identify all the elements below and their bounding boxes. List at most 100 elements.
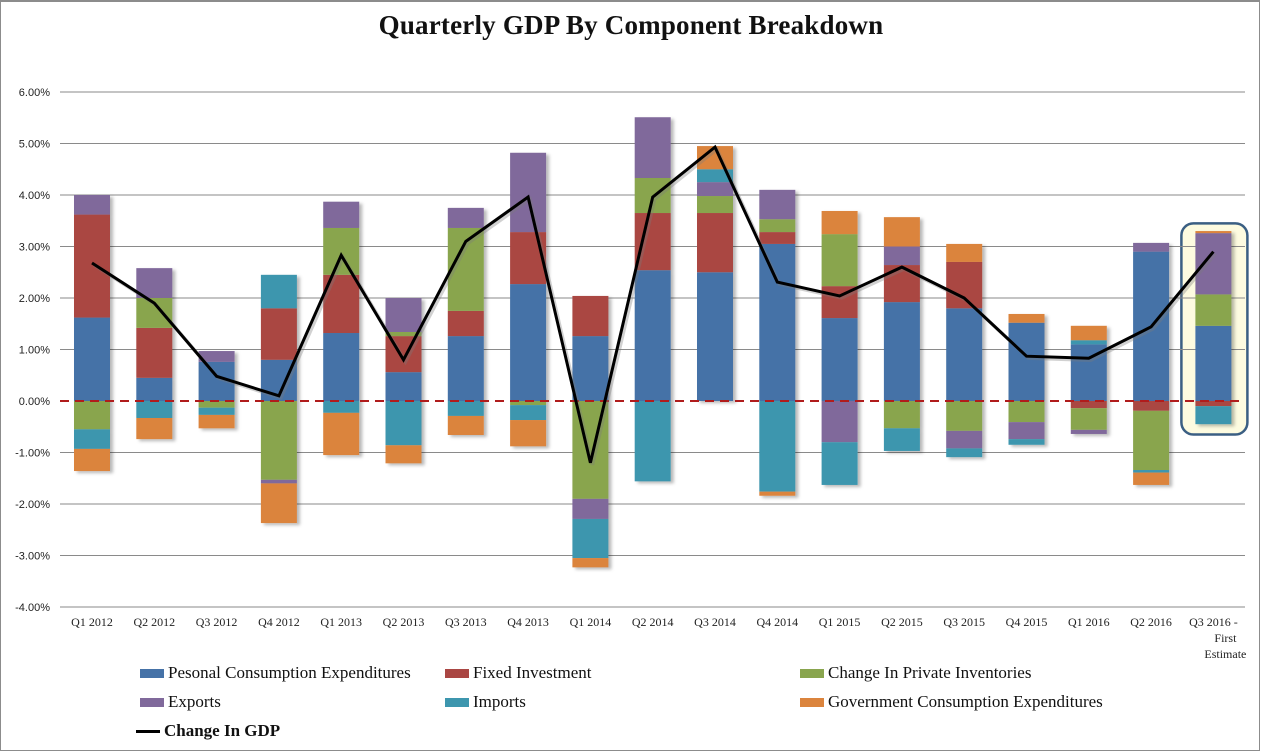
x-tick-label: Q2 2015 [881,615,923,629]
bar-segment-imports [74,429,110,449]
chart-title: Quarterly GDP By Component Breakdown [378,10,884,40]
bar-segment-fixed [759,232,796,244]
bar-segment-imports [697,169,733,183]
x-tick-label: Q1 2014 [570,615,612,629]
x-tick-label: Q2 2014 [632,615,674,629]
legend-swatch-government [800,697,824,707]
bar-segment-government [946,243,983,262]
bar-segment-inventories [323,227,360,275]
bar-segment-inventories [759,219,796,233]
x-tick-label: Q3 2014 [694,615,736,629]
bar-segment-pce [447,336,484,401]
bar-segment-government [74,448,110,472]
bar-segment-pce [385,372,422,401]
legend-item-government: Government Consumption Expenditures [800,692,1103,712]
bar-segment-exports [883,246,920,266]
bar-segment-pce [510,284,547,401]
x-tick-label: Q3 2012 [196,615,238,629]
bar-segment-pce [821,318,858,401]
gdp-line-shadow [93,146,1217,466]
bar-segment-pce [323,333,360,401]
bar-segment-inventories [821,234,858,287]
bar-segment-fixed [1133,401,1170,411]
bar-segment-fixed [260,308,297,360]
bar-segment-government [1070,325,1107,341]
legend-swatch-exports [140,697,164,707]
bar-segment-exports [74,195,110,215]
bar-segment-fixed [697,213,733,273]
bar-segment-inventories [1008,401,1045,423]
bar-segment-exports [821,401,858,443]
bar-segment-pce [946,308,983,401]
bar-segment-inventories [1133,410,1170,471]
bar-segment-imports [385,401,422,446]
x-tick-label: Q4 2013 [507,615,549,629]
bar-stack [198,351,235,429]
bar-stack [883,217,920,451]
bar-segment-fixed [1070,401,1107,409]
bar-segment-exports [1070,429,1107,434]
y-tick-label: 5.00% [19,139,50,151]
bar-stack [510,152,547,447]
bar-segment-exports [634,117,671,179]
bar-segment-government [1195,231,1232,234]
bar-segment-fixed [946,261,983,309]
bar-segment-government [572,558,609,568]
legend-item-gdp-line: Change In GDP [136,721,280,741]
legend-item-pce: Pesonal Consumption Expenditures [140,663,411,683]
x-tick-label: Q2 2012 [133,615,175,629]
legend-label-exports: Exports [168,692,221,711]
legend-label-fixed-investment: Fixed Investment [473,663,592,682]
bar-stack [1195,231,1232,425]
bar-segment-imports [759,401,796,492]
y-tick-label: -2.00% [15,499,50,511]
y-tick-label: -3.00% [15,551,50,563]
y-axis-ticks: 6.00% 5.00% 4.00% 3.00% 2.00% 1.00% 0.00% -1.00… [15,87,50,614]
bar-segment-government [759,491,796,496]
bar-stack [572,295,609,568]
x-tick-label: Q1 2016 [1068,615,1110,629]
bar-segment-imports [634,401,671,482]
bar-segment-pce [759,243,796,401]
x-tick-label: First [1214,631,1237,645]
bar-segment-imports [198,407,235,415]
y-tick-label: -1.00% [15,448,50,460]
x-tick-label: Q1 2013 [320,615,362,629]
y-tick-label: 2.00% [19,293,50,305]
bar-segment-inventories [74,401,110,430]
bar-segment-exports [385,298,422,332]
bar-stack [136,268,173,440]
bar-segment-exports [697,182,733,197]
bar-segment-imports [136,401,173,418]
bar-segment-imports [821,442,858,485]
bar-segment-government [510,420,547,447]
x-tick-label: Q3 2015 [943,615,985,629]
bar-segment-government [447,415,484,435]
bar-segment-government [821,210,858,235]
bar-segment-government [323,412,360,456]
bar-segment-imports [1195,406,1232,425]
bar-segment-exports [260,479,297,484]
bar-segment-fixed [634,213,671,271]
bar-segment-inventories [1070,408,1107,430]
bar-stack [323,201,360,456]
x-tick-label: Q3 2016 - [1189,615,1238,629]
bar-segment-fixed [1195,401,1232,407]
x-tick-label: Q2 2013 [383,615,425,629]
x-tick-label: Q1 2015 [819,615,861,629]
bar-segment-imports [260,274,297,309]
bar-segment-exports [510,152,547,233]
bar-segment-pce [697,272,733,401]
bar-segment-inventories [198,401,235,408]
bar-segment-pce [572,336,609,401]
x-tick-label: Q3 2013 [445,615,487,629]
bar-segment-exports [759,189,796,220]
bar-stack [821,210,858,485]
bar-stack [697,146,733,401]
bar-stack [759,189,796,496]
x-axis-ticks: Q1 2012 Q2 2012 Q3 2012 Q4 2012 Q1 2013 Q2 20… [71,615,1246,661]
bar-segment-pce [136,377,173,401]
bar-segment-imports [510,405,547,421]
bar-segment-fixed [74,214,110,318]
